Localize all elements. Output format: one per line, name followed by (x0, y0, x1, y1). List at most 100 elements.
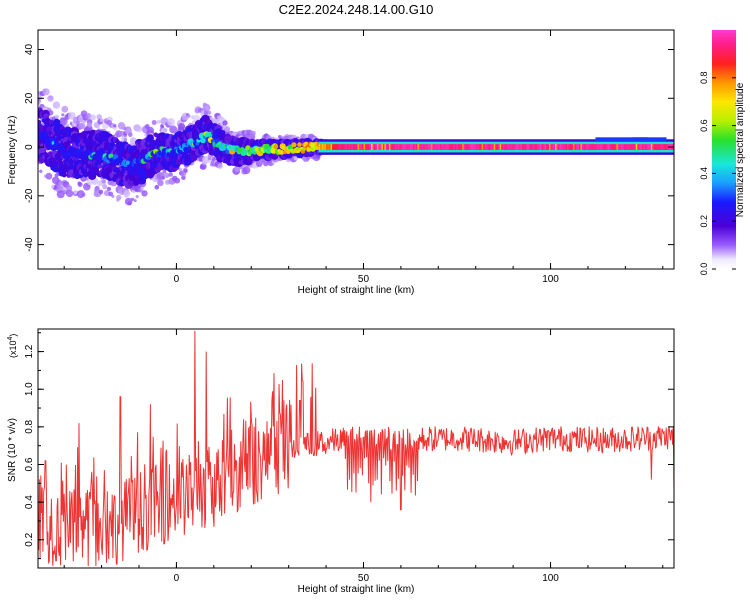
heatmap-band-cell (412, 144, 415, 150)
heatmap-band-cell (610, 144, 613, 150)
heatmap-band-cell (531, 144, 533, 150)
spectrogram-ytick-label: 40 (24, 44, 35, 56)
heatmap-halo-cell (45, 172, 53, 180)
snr-scale-suffix: ) (8, 334, 18, 337)
heatmap-band-cell (435, 144, 438, 150)
heatmap-band-cell (574, 144, 577, 150)
heatmap-band-cell (650, 144, 653, 150)
heatmap-band-cell (369, 144, 372, 150)
heatmap-band-cell (549, 144, 551, 150)
heatmap-halo-cell (39, 169, 43, 173)
snr-ytick-label: 1.0 (24, 382, 35, 396)
heatmap-halo-cell (85, 113, 92, 120)
heatmap-band-cell (459, 144, 462, 150)
heatmap-band-cell (513, 144, 515, 150)
heatmap-band-cell (558, 144, 560, 150)
heatmap-band-cell (635, 144, 638, 150)
heatmap-band-cell (426, 144, 429, 150)
heatmap-band-cell (517, 144, 520, 150)
heatmap-band-cell (378, 144, 381, 150)
heatmap-band-cell (368, 144, 370, 150)
heatmap-band-cell (327, 144, 330, 150)
heatmap-halo-cell (177, 123, 186, 131)
heatmap-band-cell (453, 144, 456, 150)
heatmap-ridge-cell (293, 143, 297, 147)
heatmap-halo-cell (73, 190, 78, 195)
colorbar-ticks: 0.0 0.2 0.4 0.6 0.8 (699, 72, 736, 276)
heatmap-band-cell (640, 144, 643, 150)
heatmap-ridge-cell (207, 131, 212, 136)
heatmap-band-cell (393, 144, 396, 150)
heatmap-band-bump (632, 137, 667, 141)
heatmap-band-cell (601, 144, 604, 150)
spectrogram-heatmap (38, 88, 674, 206)
heatmap-ridge-cell (211, 134, 217, 140)
heatmap-halo-cell (164, 172, 170, 179)
heatmap-ridge-cell (61, 146, 66, 151)
heatmap-band-cell (602, 144, 605, 150)
heatmap-halo-cell (181, 175, 186, 180)
heatmap-band-cell (448, 144, 451, 150)
spectrogram-ytick-label: 0 (24, 144, 35, 150)
heatmap-band-cell (498, 144, 500, 150)
snr-scale-exponent: 4 (7, 336, 14, 340)
heatmap-ridge-cell (112, 154, 119, 160)
heatmap-ridge-cell (147, 156, 151, 160)
heatmap-band-cell (593, 144, 596, 150)
snr-ytick-label: 0.2 (24, 532, 35, 546)
heatmap-band-cell (637, 144, 640, 150)
snr-ytick-label: 1.2 (24, 344, 35, 358)
heatmap-halo-cell (107, 186, 111, 191)
heatmap-band-cell (388, 144, 391, 150)
heatmap-halo-cell (168, 172, 173, 177)
heatmap-halo-cell (217, 163, 223, 169)
heatmap-halo-cell (81, 193, 86, 197)
heatmap-band-cell (466, 144, 469, 150)
heatmap-band-cell (439, 144, 442, 150)
heatmap-halo-cell (263, 161, 269, 167)
heatmap-halo-cell (250, 130, 256, 136)
colorbar: 0.0 0.2 0.4 0.6 0.8 Normalized spectral ampl… (699, 30, 746, 275)
heatmap-band-cell (511, 144, 514, 150)
heatmap-band-cell (477, 144, 479, 150)
heatmap-halo-cell (111, 194, 115, 198)
heatmap-band-cell (559, 144, 562, 150)
heatmap-band-cell (629, 144, 632, 150)
heatmap-band-cell (333, 144, 336, 150)
heatmap-band-cell (510, 144, 512, 150)
colorbar-tick-label: 0.0 (699, 263, 709, 276)
heatmap-band-cell (634, 144, 637, 150)
heatmap-body-cell (221, 130, 226, 135)
heatmap-band-cell (483, 144, 485, 150)
snr-ytick-label: 0.6 (24, 457, 35, 471)
heatmap-halo-cell (200, 163, 207, 170)
heatmap-band-cell (381, 144, 384, 150)
heatmap-halo-cell (47, 95, 54, 102)
heatmap-band-cell (564, 144, 566, 150)
heatmap-band-cell (397, 144, 400, 150)
heatmap-body-cell (38, 119, 42, 125)
heatmap-halo-cell (60, 117, 68, 126)
snr-xtick-label: 50 (358, 573, 370, 584)
heatmap-band-cell (441, 144, 444, 150)
page-title: C2E2.2024.248.14.00.G10 (278, 2, 434, 17)
heatmap-band-cell (526, 144, 529, 150)
spectrogram-ytick-label: -20 (24, 188, 35, 203)
heatmap-band-cell (561, 144, 563, 150)
heatmap-halo-cell (183, 168, 188, 173)
heatmap-halo-cell (178, 167, 183, 172)
heatmap-halo-cell (141, 190, 148, 197)
heatmap-band-cell (457, 144, 460, 150)
snr-series-line (38, 330, 674, 567)
heatmap-band-cell (384, 144, 387, 150)
heatmap-band-cell (329, 144, 331, 150)
heatmap-band-cell (429, 144, 432, 150)
heatmap-band-cell (454, 144, 457, 150)
heatmap-ridge-cell (273, 144, 279, 149)
colorbar-tick-label: 0.4 (699, 167, 709, 180)
heatmap-band-cell (649, 144, 652, 150)
heatmap-band-cell (504, 144, 506, 150)
heatmap-band-cell (318, 144, 321, 150)
heatmap-halo-cell (102, 184, 108, 190)
heatmap-halo-cell (113, 124, 117, 128)
